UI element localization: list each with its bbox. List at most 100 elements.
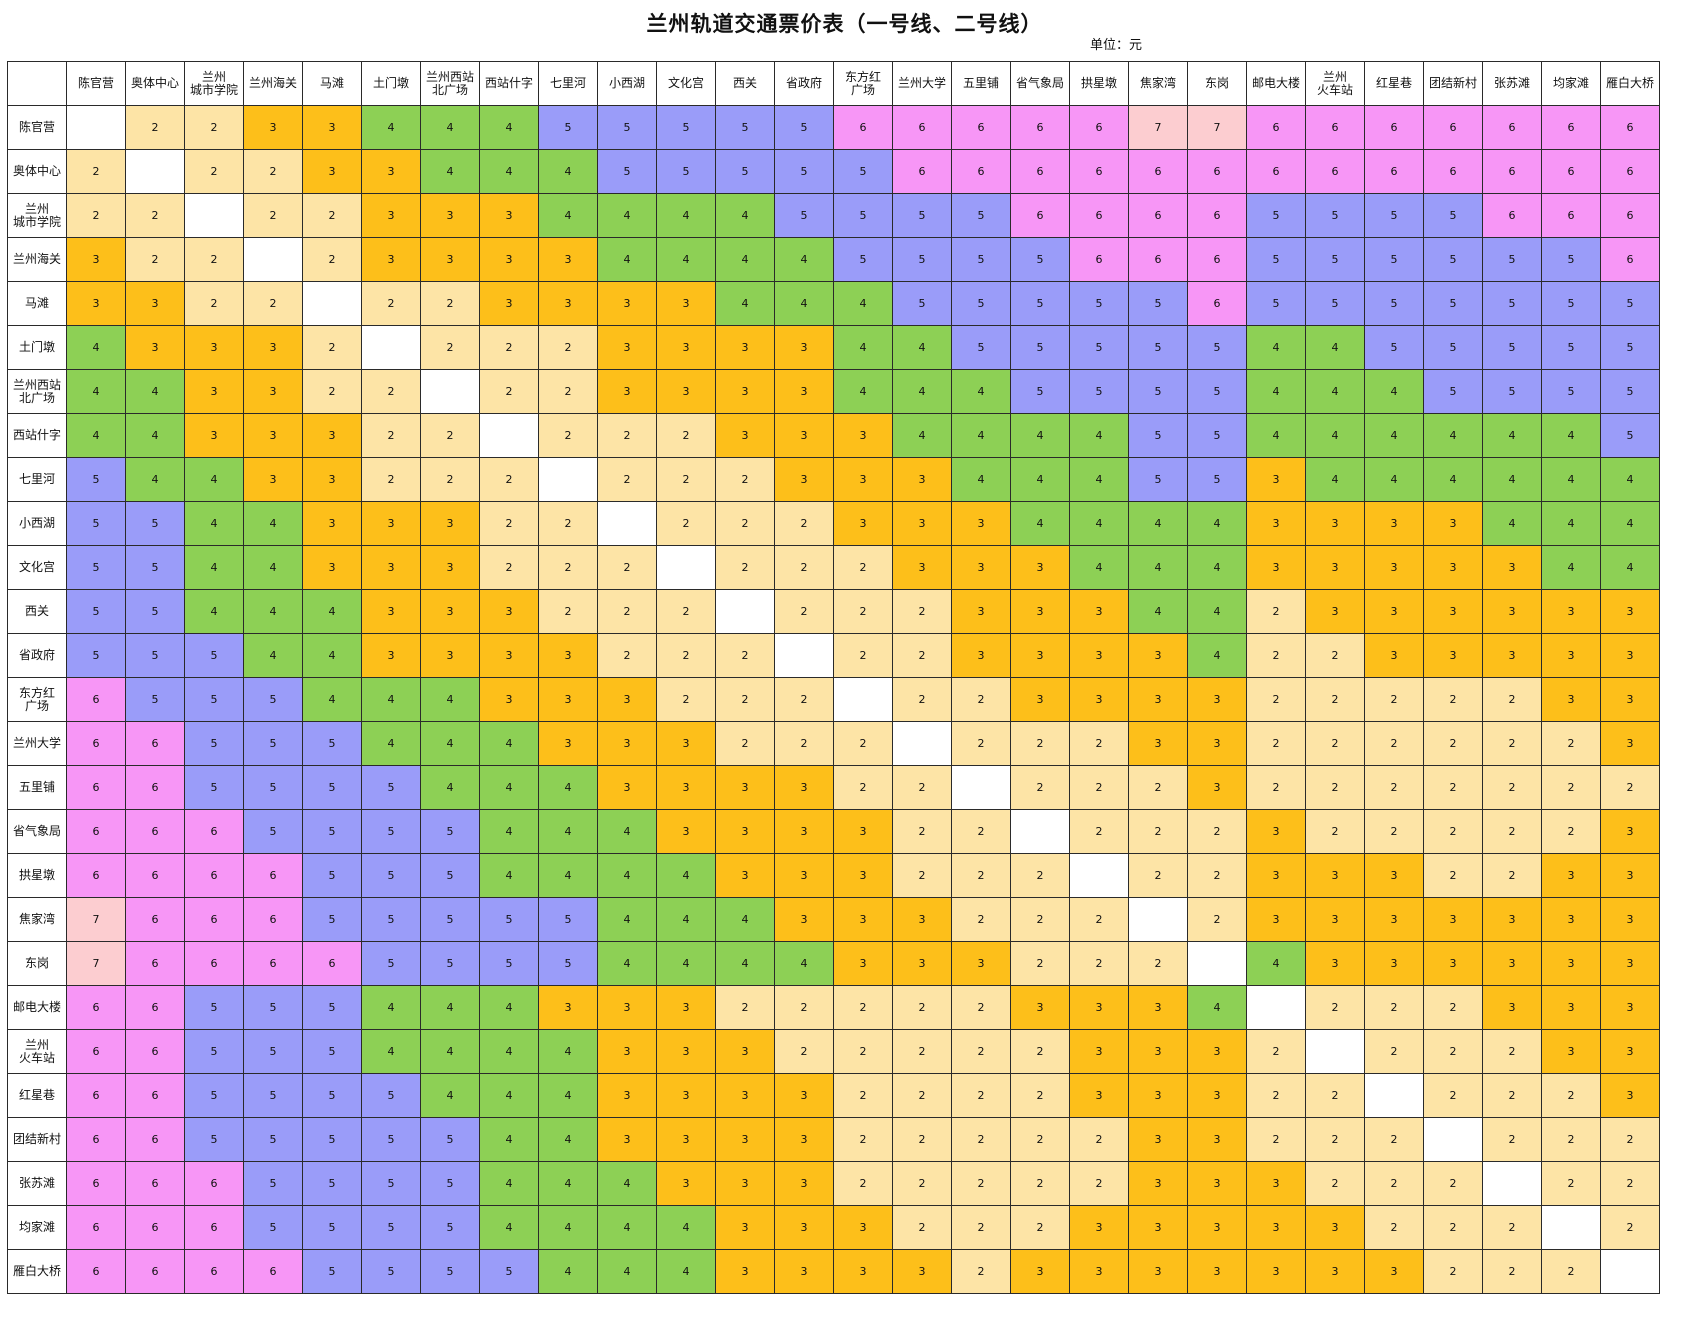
fare-cell: 3	[243, 457, 303, 502]
fare-cell: 5	[1187, 457, 1247, 502]
fare-cell: 3	[892, 897, 952, 942]
fare-cell: 4	[597, 1161, 657, 1206]
fare-cell: 3	[1128, 1249, 1188, 1294]
fare-cell: 4	[1305, 457, 1365, 502]
fare-cell-self	[1246, 985, 1306, 1030]
fare-cell: 4	[774, 237, 834, 282]
fare-cell: 4	[479, 149, 539, 194]
fare-cell: 3	[1600, 853, 1660, 898]
column-header: 五里铺	[951, 61, 1011, 106]
fare-cell: 6	[1187, 149, 1247, 194]
fare-cell: 2	[1010, 897, 1070, 942]
fare-cell: 2	[1482, 677, 1542, 722]
fare-cell: 2	[66, 149, 126, 194]
fare-cell-self	[833, 677, 893, 722]
fare-cell: 5	[125, 677, 185, 722]
fare-cell: 4	[538, 1117, 598, 1162]
fare-cell: 2	[656, 413, 716, 458]
fare-cell: 3	[1482, 985, 1542, 1030]
fare-cell-self	[1010, 809, 1070, 854]
column-header: 陈官营	[66, 61, 126, 106]
fare-cell: 2	[361, 457, 421, 502]
fare-cell: 4	[1010, 457, 1070, 502]
fare-cell: 2	[1010, 1073, 1070, 1118]
fare-cell: 2	[951, 1073, 1011, 1118]
table-row: 七里河 5 4 4 3 3 2 2 2 2 2 2 3 3 3 4 4 4 5 5 3 4 4 4 4 4 4	[7, 457, 1660, 502]
fare-cell: 4	[538, 853, 598, 898]
fare-cell: 3	[774, 897, 834, 942]
fare-cell: 3	[774, 809, 834, 854]
column-header: 兰州大学	[892, 61, 952, 106]
fare-cell: 3	[1187, 1249, 1247, 1294]
fare-cell: 3	[538, 237, 598, 282]
station-name: 小西湖	[18, 516, 55, 530]
fare-cell: 4	[1541, 545, 1601, 590]
fare-cell: 2	[361, 413, 421, 458]
fare-cell: 2	[1482, 1073, 1542, 1118]
fare-cell: 3	[1541, 853, 1601, 898]
fare-cell-self	[1305, 1029, 1365, 1074]
fare-cell: 3	[951, 633, 1011, 678]
fare-cell: 5	[833, 237, 893, 282]
fare-cell: 2	[1305, 765, 1365, 810]
fare-cell: 2	[715, 545, 775, 590]
fare-cell: 3	[1128, 1117, 1188, 1162]
station-name: 兰州西站 北广场	[12, 377, 61, 405]
fare-cell: 4	[1541, 457, 1601, 502]
fare-cell: 2	[833, 1073, 893, 1118]
fare-cell: 5	[420, 1205, 480, 1250]
fare-cell: 6	[302, 941, 362, 986]
fare-cell: 6	[1482, 105, 1542, 150]
fare-cell: 5	[1010, 237, 1070, 282]
fare-cell: 6	[1010, 105, 1070, 150]
fare-cell: 3	[1246, 853, 1306, 898]
fare-cell: 7	[1128, 105, 1188, 150]
fare-cell: 2	[1482, 765, 1542, 810]
fare-cell: 3	[774, 369, 834, 414]
table-row: 团结新村 6 6 5 5 5 5 5 4 4 3 3 3 3 2 2 2 2 2 3 3 2 2 2 2 2 2	[7, 1117, 1660, 1162]
fare-cell: 2	[951, 985, 1011, 1030]
fare-cell: 4	[66, 369, 126, 414]
fare-cell: 5	[184, 721, 244, 766]
fare-cell: 2	[1364, 1029, 1424, 1074]
fare-cell: 2	[833, 1029, 893, 1074]
fare-cell: 3	[1600, 1029, 1660, 1074]
fare-cell: 2	[1423, 853, 1483, 898]
fare-cell: 6	[1364, 149, 1424, 194]
row-header: 奥体中心	[7, 149, 67, 194]
fare-cell: 4	[184, 501, 244, 546]
fare-cell: 3	[1069, 677, 1129, 722]
fare-cell: 2	[538, 325, 598, 370]
fare-cell-self	[715, 589, 775, 634]
fare-cell: 2	[1069, 1161, 1129, 1206]
fare-cell: 3	[125, 281, 185, 326]
table-row: 文化宫 5 5 4 4 3 3 3 2 2 2 2 2 2 3 3 3 4 4 4 3 3 3 3 3 4 4	[7, 545, 1660, 590]
fare-cell: 3	[1187, 1073, 1247, 1118]
fare-cell: 3	[1423, 545, 1483, 590]
fare-cell: 2	[1305, 677, 1365, 722]
fare-cell: 4	[1482, 501, 1542, 546]
station-name: 拱星墩	[1080, 76, 1117, 90]
fare-cell: 6	[184, 1249, 244, 1294]
fare-cell: 6	[125, 1117, 185, 1162]
fare-cell: 4	[656, 193, 716, 238]
station-name: 兰州 城市学院	[189, 69, 238, 97]
fare-cell: 4	[1069, 413, 1129, 458]
fare-cell: 5	[1364, 193, 1424, 238]
fare-cell: 4	[1128, 501, 1188, 546]
fare-cell: 5	[243, 677, 303, 722]
fare-cell: 3	[1069, 589, 1129, 634]
fare-cell: 2	[1541, 1249, 1601, 1294]
fare-cell: 2	[715, 633, 775, 678]
fare-cell: 3	[66, 237, 126, 282]
column-header: 邮电大楼	[1246, 61, 1306, 106]
fare-cell: 2	[597, 633, 657, 678]
fare-cell: 5	[361, 1205, 421, 1250]
fare-cell: 2	[656, 633, 716, 678]
fare-cell: 3	[361, 545, 421, 590]
fare-cell: 3	[892, 1249, 952, 1294]
fare-cell: 2	[125, 193, 185, 238]
fare-cell: 5	[1482, 325, 1542, 370]
fare-cell: 6	[243, 941, 303, 986]
fare-cell: 4	[1187, 501, 1247, 546]
